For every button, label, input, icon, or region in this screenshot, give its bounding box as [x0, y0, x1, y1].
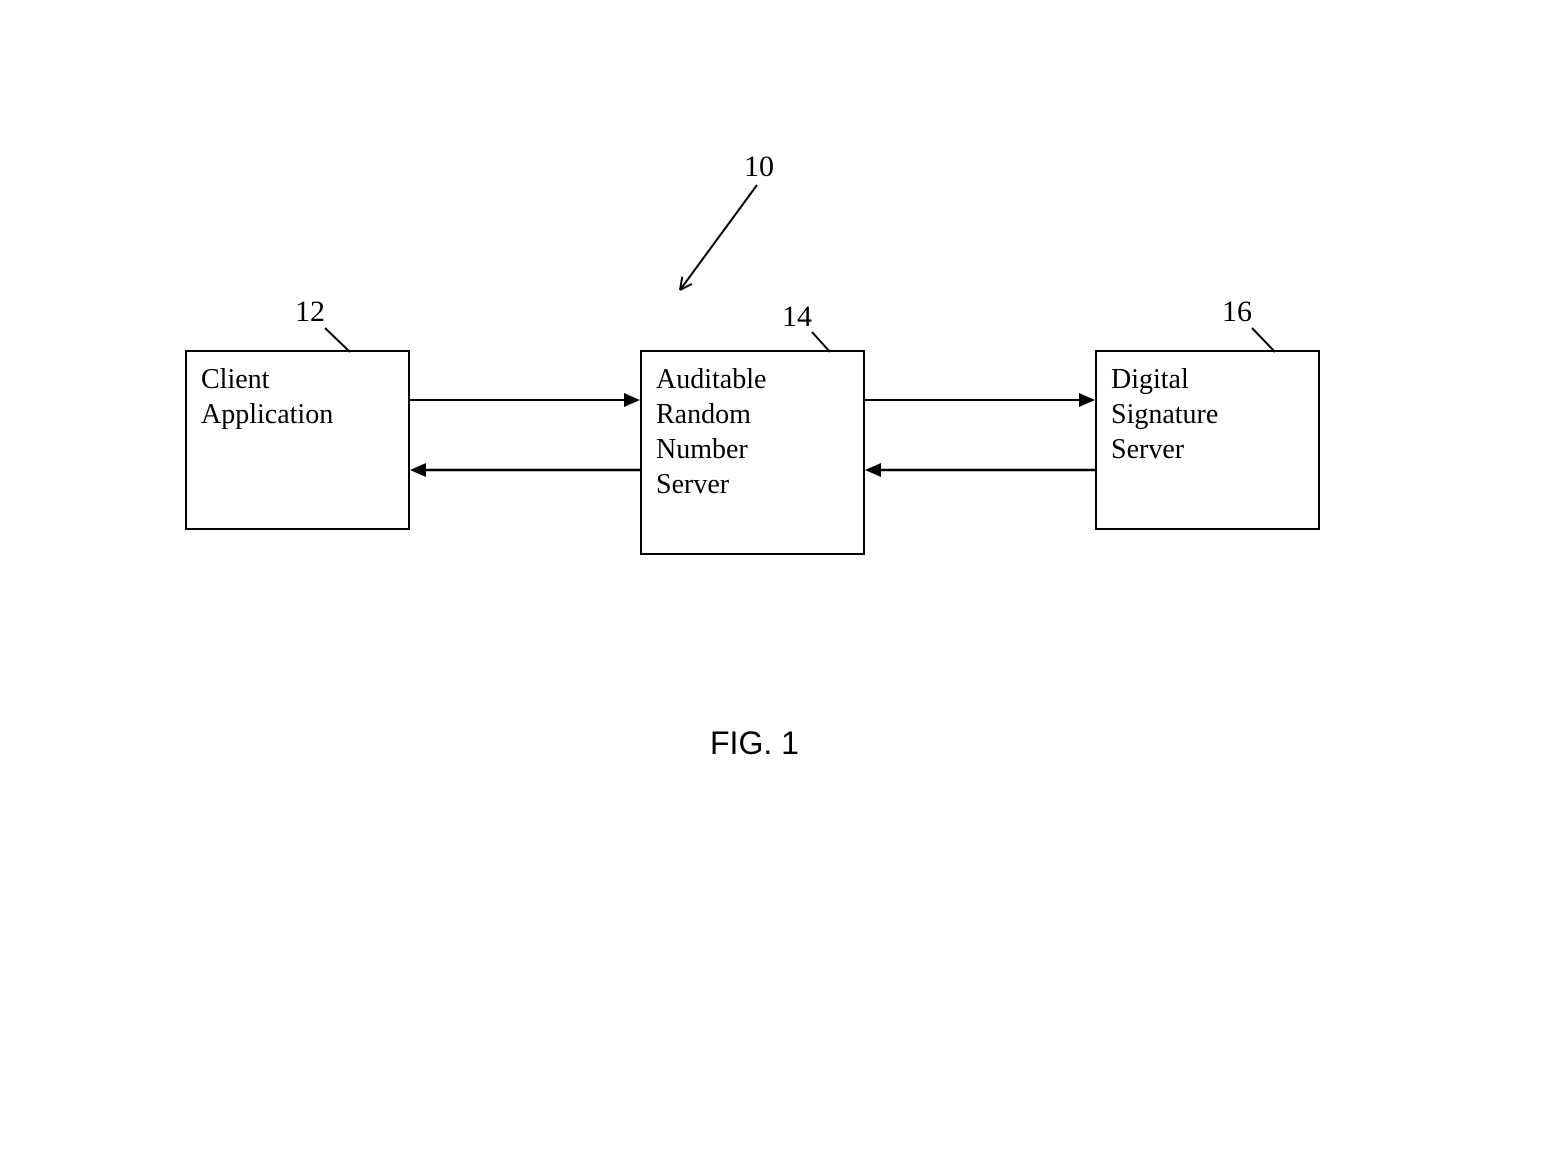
node-client-label: Client Application — [201, 362, 333, 432]
node-dss-leader — [0, 0, 1557, 1159]
node-arns-leader — [0, 0, 1557, 1159]
node-dss: Digital Signature Server — [1095, 350, 1320, 530]
node-dss-ref: 16 — [1222, 295, 1252, 329]
figure-caption: FIG. 1 — [710, 725, 799, 762]
diagram-canvas: 10 Client Application 12 Auditable Random … — [0, 0, 1557, 1159]
node-dss-label: Digital Signature Server — [1111, 362, 1218, 467]
arrowhead-client-to-arns — [624, 393, 640, 407]
node-client-leader — [0, 0, 1557, 1159]
edges-svg — [0, 0, 1557, 1159]
node-arns-ref: 14 — [782, 300, 812, 334]
node-arns: Auditable Random Number Server — [640, 350, 865, 555]
arrowhead-dss-to-arns — [865, 463, 881, 477]
node-arns-label: Auditable Random Number Server — [656, 362, 766, 502]
node-client: Client Application — [185, 350, 410, 530]
overall-ref-label: 10 — [744, 150, 774, 184]
overall-ref-leader — [0, 0, 1557, 1159]
node-client-ref: 12 — [295, 295, 325, 329]
arrowhead-arns-to-dss — [1079, 393, 1095, 407]
arrowhead-arns-to-client — [410, 463, 426, 477]
